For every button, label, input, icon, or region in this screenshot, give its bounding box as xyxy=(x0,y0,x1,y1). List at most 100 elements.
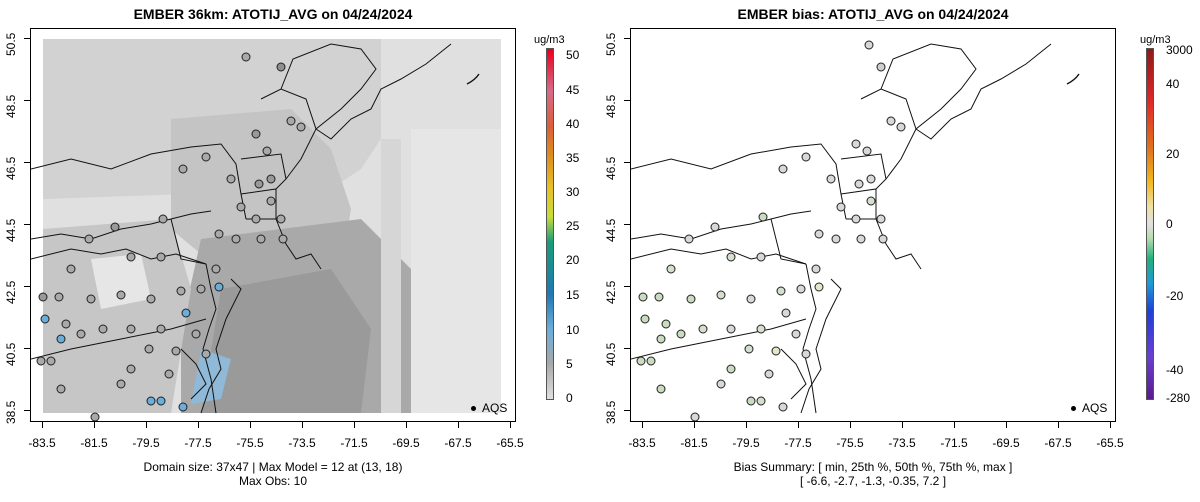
site-marker xyxy=(126,364,136,374)
left-map-svg xyxy=(31,39,501,421)
left-colorbar-unit: ug/m3 xyxy=(534,34,565,46)
site-marker xyxy=(146,294,156,304)
right-map-panel: EMBER bias: ATOTIJ_AVG on 04/24/2024 xyxy=(600,0,1200,502)
site-marker xyxy=(178,402,188,412)
model-field-patches xyxy=(43,39,501,413)
left-colorbar xyxy=(546,48,554,400)
site-marker xyxy=(38,292,48,302)
site-marker xyxy=(56,334,66,344)
site-marker xyxy=(866,174,876,184)
site-marker xyxy=(156,252,166,262)
y-tick-label: 44.5 xyxy=(4,218,18,242)
colorbar-label: -40 xyxy=(1166,363,1184,377)
site-marker xyxy=(214,229,224,239)
island-outline xyxy=(466,73,480,85)
y-tickmark xyxy=(624,162,630,163)
site-marker xyxy=(778,402,788,412)
right-map-plot-area[interactable]: AQS xyxy=(630,28,1116,422)
y-tickmark xyxy=(24,38,30,39)
left-map-title: EMBER 36km: ATOTIJ_AVG on 04/24/2024 xyxy=(133,6,413,22)
site-marker xyxy=(758,212,768,222)
site-marker xyxy=(241,52,251,62)
site-marker xyxy=(640,314,650,324)
site-marker xyxy=(781,308,791,318)
colorbar-label: 40 xyxy=(1166,77,1180,91)
y-tick-label: 48.5 xyxy=(4,94,18,118)
x-tickmark xyxy=(302,422,303,428)
y-tickmark xyxy=(24,224,30,225)
y-tick-label: 40.5 xyxy=(604,342,618,366)
site-marker xyxy=(716,379,726,389)
x-tickmark xyxy=(902,422,903,428)
site-marker xyxy=(831,234,841,244)
x-tick-label: -65.5 xyxy=(496,436,524,450)
right-map-title: EMBER bias: ATOTIJ_AVG on 04/24/2024 xyxy=(737,6,1009,22)
site-marker xyxy=(144,344,154,354)
site-marker xyxy=(876,62,886,72)
x-tick-label: -79.5 xyxy=(132,436,160,450)
site-marker xyxy=(826,174,836,184)
site-marker xyxy=(646,356,656,366)
y-tickmark xyxy=(624,224,630,225)
x-tick-label: -79.5 xyxy=(732,436,760,450)
x-tick-label: -73.5 xyxy=(888,436,916,450)
site-marker xyxy=(286,116,296,126)
left-footer-line2: Max Obs: 10 xyxy=(238,474,308,488)
legend-label: AQS xyxy=(1082,401,1108,415)
site-marker xyxy=(296,122,306,132)
site-marker xyxy=(854,179,864,189)
x-tickmark xyxy=(1110,422,1111,428)
boundaries xyxy=(31,43,452,414)
site-marker xyxy=(181,308,191,318)
site-marker xyxy=(266,196,276,206)
x-tick-label: -77.5 xyxy=(784,436,812,450)
colorbar-label: -20 xyxy=(1166,289,1184,303)
bias-summary-header: Bias Summary: [ min, 25th %, 50th %, 75t… xyxy=(733,460,1013,474)
left-map-plot-area[interactable]: AQS xyxy=(30,28,516,422)
site-marker xyxy=(796,284,806,294)
x-tick-label: -75.5 xyxy=(236,436,264,450)
colorbar-label: 0 xyxy=(1166,217,1173,231)
site-marker xyxy=(636,356,646,366)
y-tick-label: 40.5 xyxy=(4,342,18,366)
site-marker xyxy=(90,412,100,421)
x-tickmark xyxy=(954,422,955,428)
colorbar-label: 40 xyxy=(566,117,580,131)
colorbar-label: -280 xyxy=(1166,391,1191,405)
x-tickmark xyxy=(1058,422,1059,428)
site-marker xyxy=(726,324,736,334)
colorbar-label: 20 xyxy=(566,253,580,267)
x-tick-label: -83.5 xyxy=(28,436,56,450)
y-tick-label: 46.5 xyxy=(4,156,18,180)
site-marker xyxy=(254,179,264,189)
y-tick-label: 46.5 xyxy=(604,156,618,180)
site-marker xyxy=(656,384,666,394)
site-marker xyxy=(690,412,700,421)
x-tickmark xyxy=(1006,422,1007,428)
site-marker xyxy=(251,129,261,139)
site-marker xyxy=(262,146,272,156)
site-marker xyxy=(191,329,201,339)
site-marker xyxy=(146,396,156,406)
right-map-svg xyxy=(631,40,1080,421)
site-marker xyxy=(756,324,766,334)
site-marker xyxy=(211,264,221,274)
legend-dot-icon xyxy=(471,406,476,412)
x-tick-label: -81.5 xyxy=(80,436,108,450)
colorbar-label: 5 xyxy=(566,357,573,371)
left-footer-line1: Domain size: 37x47 | Max Model = 12 at (… xyxy=(143,460,403,474)
site-marker xyxy=(856,234,866,244)
x-tickmark xyxy=(746,422,747,428)
y-tickmark xyxy=(624,38,630,39)
site-marker xyxy=(40,314,50,324)
x-tickmark xyxy=(354,422,355,428)
x-tickmark xyxy=(510,422,511,428)
y-tickmark xyxy=(624,410,630,411)
x-tickmark xyxy=(146,422,147,428)
colorbar-label: 35 xyxy=(566,151,580,165)
x-tick-label: -77.5 xyxy=(184,436,212,450)
site-marker xyxy=(878,234,888,244)
site-marker xyxy=(171,346,181,356)
site-marker xyxy=(814,229,824,239)
x-tickmark xyxy=(198,422,199,428)
